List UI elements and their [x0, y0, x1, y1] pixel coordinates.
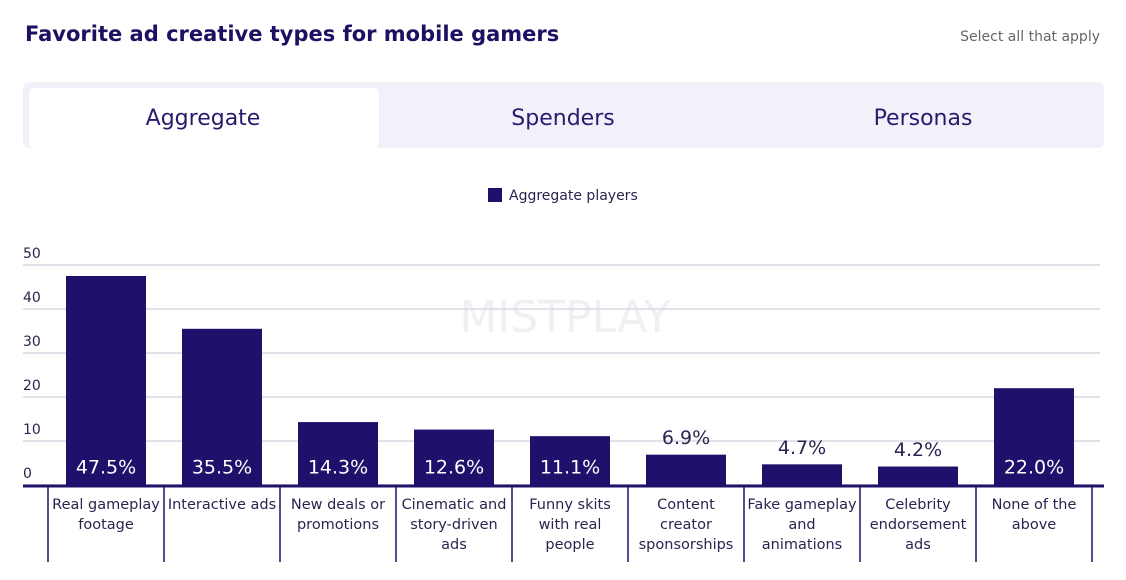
x-tick-label: Content creator sponsorships: [638, 497, 734, 553]
x-tick-label: Real gameplay footage: [52, 497, 160, 533]
y-tick-label: 10: [23, 422, 41, 438]
bar: [414, 429, 494, 485]
x-tick-label: None of the above: [991, 497, 1077, 533]
x-tick-label: Fake gameplay and animations: [747, 497, 857, 553]
y-tick-label: 30: [23, 334, 41, 350]
bar: [530, 436, 610, 485]
bar: [66, 276, 146, 485]
watermark: MISTPLAY: [459, 292, 670, 343]
y-tick-label: 20: [23, 378, 41, 394]
x-tick-label: Funny skits with real people: [529, 497, 611, 553]
tab-label[interactable]: Aggregate: [146, 106, 261, 131]
x-tick-label: Interactive ads: [167, 497, 277, 513]
value-label: 47.5%: [76, 457, 136, 479]
bar: [182, 328, 262, 485]
bar: [994, 388, 1074, 485]
chart-title: Favorite ad creative types for mobile ga…: [25, 22, 559, 46]
bar: [878, 466, 958, 485]
value-label: 35.5%: [192, 457, 252, 479]
tab-label[interactable]: Personas: [874, 106, 973, 131]
legend-label: Aggregate players: [509, 188, 638, 204]
legend-swatch: [488, 188, 502, 202]
value-label: 14.3%: [308, 457, 368, 479]
value-label: 22.0%: [1004, 457, 1064, 479]
y-tick-label: 0: [23, 466, 32, 482]
y-tick-label: 40: [23, 290, 41, 306]
value-label: 12.6%: [424, 457, 484, 479]
value-label: 4.2%: [894, 439, 942, 461]
x-tick-label: Celebrity endorsement ads: [869, 497, 967, 553]
bar: [646, 454, 726, 485]
bar: [762, 464, 842, 485]
active-tab[interactable]: [29, 88, 379, 148]
bar: [298, 422, 378, 485]
x-tick-label: Cinematic and story-driven ads: [401, 497, 507, 553]
tab-label[interactable]: Spenders: [511, 106, 614, 131]
value-label: 11.1%: [540, 457, 600, 479]
value-label: 6.9%: [662, 427, 710, 449]
x-tick-label: New deals or promotions: [290, 497, 386, 533]
subtitle: Select all that apply: [960, 29, 1100, 45]
y-tick-label: 50: [23, 246, 41, 262]
value-label: 4.7%: [778, 437, 826, 459]
